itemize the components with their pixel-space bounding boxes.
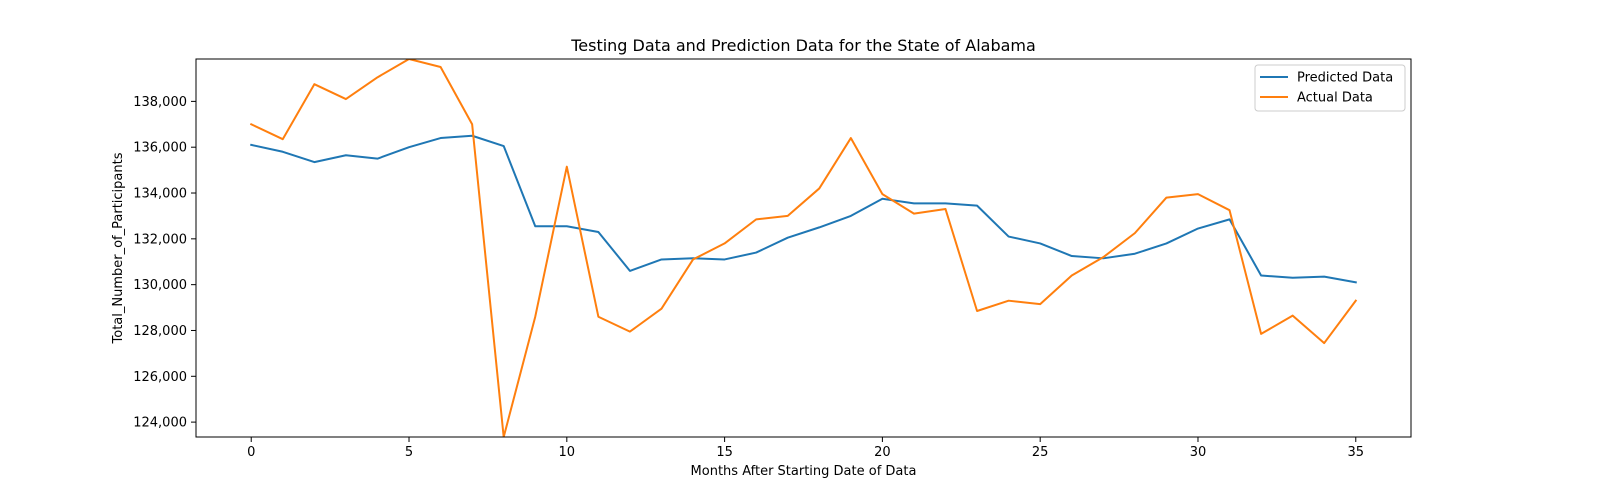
x-tick-label: 15 xyxy=(716,445,733,460)
plot-area xyxy=(249,59,1358,437)
axes: 0 5 10 15 20 25 30 35 124,000 126,000 128,000 130,0… xyxy=(133,58,1412,460)
x-axis-title: Months After Starting Date of Data xyxy=(691,464,917,479)
x-tick-label: 35 xyxy=(1347,445,1364,460)
series-line-predicted xyxy=(250,134,1357,284)
x-tick-label: 20 xyxy=(874,445,891,460)
axes-frame xyxy=(195,58,1412,438)
series-line-actual xyxy=(249,59,1358,437)
y-tick-label: 128,000 xyxy=(133,324,187,339)
y-tick-label: 136,000 xyxy=(133,141,187,156)
y-tick-label: 126,000 xyxy=(133,370,187,385)
x-tick-label: 25 xyxy=(1032,445,1049,460)
legend-box xyxy=(1254,64,1406,112)
y-tick-label: 138,000 xyxy=(133,95,187,110)
x-tick-label: 30 xyxy=(1190,445,1207,460)
y-tick-label: 130,000 xyxy=(133,278,187,293)
x-tick-label: 10 xyxy=(559,445,576,460)
chart-title: Testing Data and Prediction Data for the… xyxy=(570,36,1036,55)
y-tick-label: 134,000 xyxy=(133,187,187,202)
x-tick-label: 5 xyxy=(405,445,413,460)
legend-label: Predicted Data xyxy=(1297,71,1393,86)
y-axis-title: Total_Number_of_Participants xyxy=(111,152,126,344)
legend: Predicted Data Actual Data xyxy=(1254,64,1406,112)
y-tick-label: 132,000 xyxy=(133,232,187,247)
y-tick-label: 124,000 xyxy=(133,416,187,431)
x-tick-label: 0 xyxy=(247,445,255,460)
legend-label: Actual Data xyxy=(1297,91,1373,106)
